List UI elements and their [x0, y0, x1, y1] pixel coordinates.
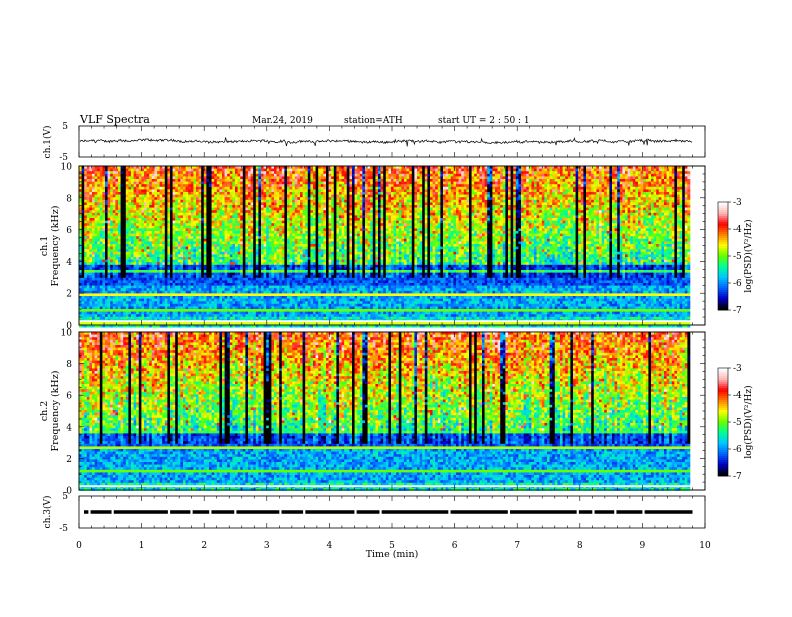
ch3-wave-ylabel: ch.3(V): [42, 496, 53, 529]
ch2-colorbar-tick-2: -5: [733, 418, 742, 428]
x-tick-10: 10: [699, 541, 711, 551]
ch1-colorbar-tick-0: -3: [733, 198, 742, 208]
ch1-waveform-panel: 5 -5 ch.1(V): [42, 122, 705, 163]
x-tick-7: 7: [514, 541, 520, 551]
x-tick-9: 9: [640, 541, 646, 551]
ch1-spectrogram-image: [79, 166, 692, 328]
ch1-wave-ytick-bottom: -5: [59, 153, 68, 163]
x-tick-0: 0: [76, 541, 82, 551]
ch2-colorbar-tick-3: -6: [733, 445, 742, 455]
x-tick-6: 6: [452, 541, 458, 551]
ch2-spectrogram-image: [79, 332, 692, 491]
ch1-colorbar-tick-2: -5: [733, 252, 742, 262]
ch2-spec-ytick-4: 8: [66, 360, 72, 370]
ch2-colorbar-tick-0: -3: [733, 364, 742, 374]
ch1-spec-ytick-3: 6: [66, 226, 72, 236]
date-label: Mar.24, 2019: [252, 116, 313, 126]
ch1-colorbar-label: log(PSD)(V²/Hz): [743, 219, 754, 292]
ch2-colorbar-tick-4: -7: [733, 472, 742, 482]
x-axis-label: Time (min): [366, 549, 419, 560]
x-tick-8: 8: [577, 541, 583, 551]
ch1-spec-ylabel-top: ch.1: [39, 236, 50, 257]
ch1-spec-ytick-4: 8: [66, 194, 72, 204]
ch1-wave-ylabel: ch.1(V): [42, 126, 53, 159]
ch2-colorbar-label: log(PSD)(V²/Hz): [743, 385, 754, 458]
x-tick-3: 3: [264, 541, 270, 551]
ch3-wave-ytick-top: 5: [62, 492, 68, 502]
station-label: station=ATH: [344, 116, 403, 126]
figure-title: VLF Spectra: [79, 113, 150, 126]
ch2-spec-ytick-1: 2: [66, 455, 72, 465]
ch1-spec-ytick-1: 2: [66, 290, 72, 300]
ch2-spec-ylabel-top: ch.2: [39, 401, 50, 422]
ch1-colorbar-tick-1: -4: [733, 225, 742, 235]
ch1-spec-ylabel: Frequency (kHz): [50, 206, 61, 287]
x-tick-4: 4: [327, 541, 333, 551]
ch3-waveform-panel: 5 -5 ch.3(V): [42, 492, 705, 534]
x-tick-2: 2: [201, 541, 207, 551]
ch2-spec-ylabel: Frequency (kHz): [50, 371, 61, 452]
ch3-waveform-line: [84, 510, 692, 514]
ch1-colorbar-tick-4: -7: [733, 306, 742, 316]
x-tick-1: 1: [139, 541, 145, 551]
ch2-spec-ytick-2: 4: [66, 423, 72, 433]
ch1-spec-ytick-5: 10: [61, 163, 73, 173]
ch1-spec-ytick-2: 4: [66, 258, 72, 268]
start-time-label: start UT = 2 : 50 : 1: [438, 116, 530, 126]
ch2-colorbar: -3 -4 -5 -6 -7 log(PSD)(V²/Hz): [718, 364, 754, 482]
ch2-spec-ytick-5: 10: [61, 329, 73, 339]
ch3-wave-ytick-bottom: -5: [59, 524, 68, 534]
ch1-colorbar-tick-3: -6: [733, 279, 742, 289]
ch2-spec-ytick-3: 6: [66, 392, 72, 402]
ch1-colorbar: -3 -4 -5 -6 -7 log(PSD)(V²/Hz): [718, 198, 754, 316]
ch1-wave-ytick-top: 5: [62, 122, 68, 132]
ch2-colorbar-tick-1: -4: [733, 391, 742, 401]
